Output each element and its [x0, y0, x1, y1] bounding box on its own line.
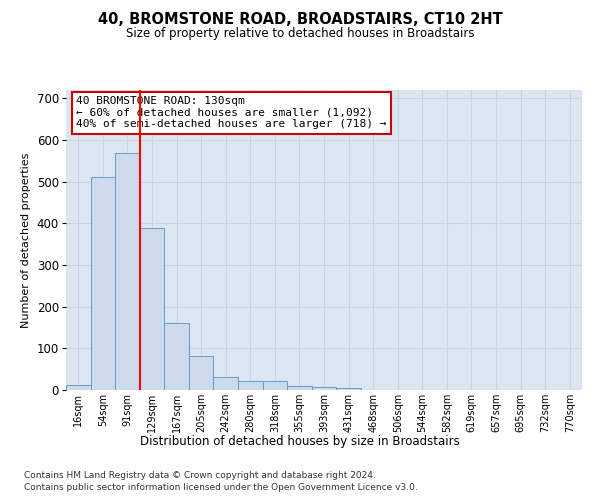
Bar: [287, 386, 312, 390]
Bar: [238, 381, 263, 390]
Text: Size of property relative to detached houses in Broadstairs: Size of property relative to detached ho…: [126, 28, 474, 40]
Bar: [66, 384, 91, 390]
Text: Distribution of detached houses by size in Broadstairs: Distribution of detached houses by size …: [140, 435, 460, 448]
Text: 40, BROMSTONE ROAD, BROADSTAIRS, CT10 2HT: 40, BROMSTONE ROAD, BROADSTAIRS, CT10 2H…: [98, 12, 502, 28]
Bar: [336, 388, 361, 390]
Text: Contains HM Land Registry data © Crown copyright and database right 2024.: Contains HM Land Registry data © Crown c…: [24, 471, 376, 480]
Bar: [263, 381, 287, 390]
Bar: [214, 377, 238, 390]
Bar: [312, 386, 336, 390]
Text: 40 BROMSTONE ROAD: 130sqm
← 60% of detached houses are smaller (1,092)
40% of se: 40 BROMSTONE ROAD: 130sqm ← 60% of detac…: [76, 96, 387, 129]
Text: Contains public sector information licensed under the Open Government Licence v3: Contains public sector information licen…: [24, 484, 418, 492]
Y-axis label: Number of detached properties: Number of detached properties: [21, 152, 31, 328]
Bar: [164, 324, 189, 390]
Bar: [140, 228, 164, 390]
Bar: [189, 356, 214, 390]
Bar: [91, 177, 115, 390]
Bar: [115, 152, 140, 390]
